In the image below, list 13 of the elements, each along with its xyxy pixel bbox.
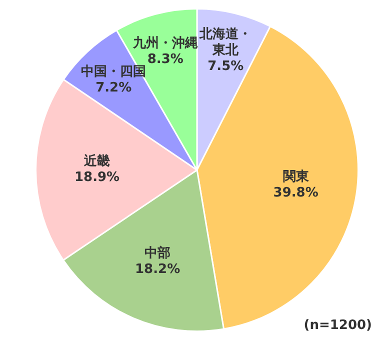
slice-label: 中国・四国	[81, 64, 146, 80]
text: (n=1200)	[304, 318, 372, 333]
slice-label: 九州・沖縄	[132, 36, 198, 51]
slice-label: 関東	[282, 170, 310, 185]
data-label: 7.2%	[96, 80, 132, 96]
slice-label: 北海道・東北	[198, 27, 252, 58]
slice-label: 近畿	[83, 153, 110, 170]
data-label: 8.3%	[147, 52, 184, 67]
data-label: 18.2%	[134, 262, 180, 278]
data-label: 18.9%	[74, 170, 120, 186]
slice-label: 中部	[144, 245, 171, 262]
data-label: 7.5%	[208, 59, 244, 74]
data-label: 39.8%	[273, 186, 318, 201]
